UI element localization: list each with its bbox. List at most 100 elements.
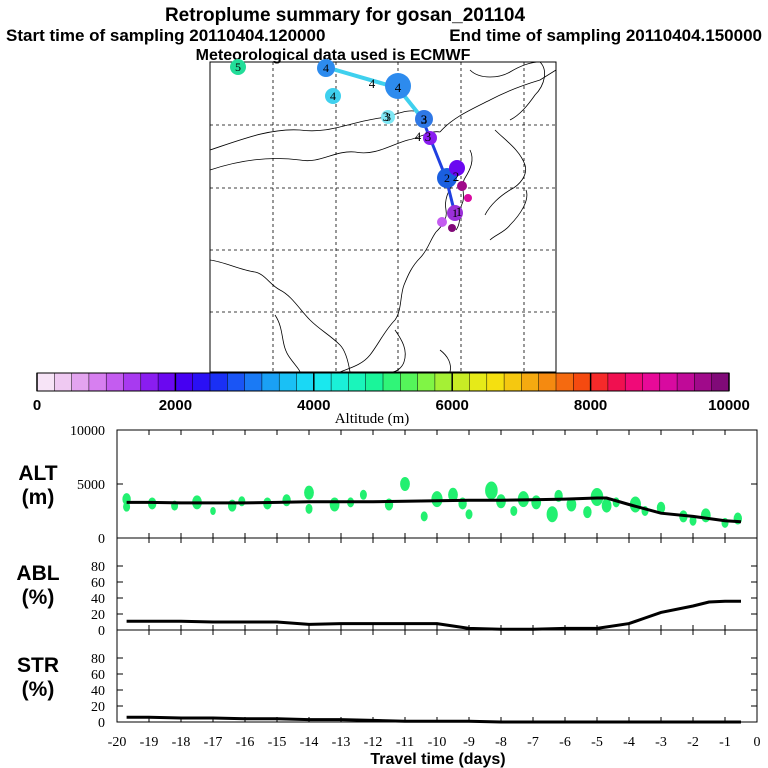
y-axis-unit: (%) bbox=[22, 678, 55, 701]
y-tick-label: 5000 bbox=[77, 478, 105, 493]
plume-marker bbox=[447, 205, 463, 221]
plume-path-label: 2 bbox=[453, 169, 460, 184]
y-tick-label: 20 bbox=[91, 608, 105, 623]
colorbar-axis-label: Altitude (m) bbox=[335, 411, 410, 427]
plume-marker bbox=[415, 110, 433, 128]
colorbar-cell bbox=[677, 373, 695, 391]
colorbar-tick-label: 6000 bbox=[436, 397, 469, 414]
plume-blob bbox=[423, 131, 437, 145]
y-tick-label: 0 bbox=[98, 716, 105, 731]
colorbar-cell bbox=[711, 373, 730, 391]
x-axis-label: Travel time (days) bbox=[370, 751, 505, 768]
colorbar-cell bbox=[175, 373, 193, 391]
plume-blob bbox=[457, 181, 467, 191]
plume-path-blue bbox=[420, 117, 456, 211]
colorbar-cell bbox=[659, 373, 678, 391]
colorbar-cell bbox=[192, 373, 211, 391]
plume-blob bbox=[385, 73, 411, 99]
y-tick-label: 60 bbox=[91, 576, 105, 591]
plume-marker bbox=[325, 88, 341, 104]
y-axis-unit: (m) bbox=[22, 486, 55, 509]
x-tick-label: -9 bbox=[463, 735, 475, 750]
data-point bbox=[282, 494, 291, 507]
x-tick-label: -8 bbox=[495, 735, 507, 750]
colorbar-cell bbox=[573, 373, 591, 391]
colorbar-cell bbox=[417, 373, 436, 391]
data-point bbox=[359, 489, 367, 500]
colorbar-cell bbox=[348, 373, 366, 391]
y-tick-label: 10000 bbox=[70, 424, 105, 439]
y-axis-label: ALT bbox=[18, 462, 57, 485]
plume-blob bbox=[449, 160, 465, 176]
data-point bbox=[238, 496, 246, 507]
y-tick-label: 60 bbox=[91, 668, 105, 683]
data-point bbox=[583, 506, 592, 519]
plume-path-label: 3 bbox=[425, 129, 432, 144]
data-point bbox=[546, 506, 558, 523]
plume-marker-label: 3 bbox=[385, 110, 391, 124]
x-tick-label: -7 bbox=[527, 735, 539, 750]
x-tick-label: -5 bbox=[591, 735, 603, 750]
colorbar-cell bbox=[123, 373, 142, 391]
panel-frame bbox=[116, 537, 758, 631]
colorbar-cell bbox=[504, 373, 522, 391]
plume-marker-label: 2 bbox=[444, 171, 450, 185]
data-point bbox=[329, 497, 340, 512]
colorbar-cell bbox=[210, 373, 228, 391]
y-tick-label: 80 bbox=[91, 560, 105, 575]
data-point bbox=[531, 495, 542, 510]
plume-marker bbox=[230, 59, 246, 75]
plume-path-label: 3 bbox=[421, 112, 428, 127]
plume-path-label: 4 bbox=[395, 80, 402, 95]
plume-marker-label: 4 bbox=[323, 61, 329, 75]
plume-marker bbox=[317, 59, 335, 77]
plume-path-label: 3 bbox=[383, 109, 390, 124]
x-tick-label: -4 bbox=[623, 735, 635, 750]
plume-path-label: 4 bbox=[369, 76, 376, 91]
colorbar-cell bbox=[227, 373, 245, 391]
y-tick-label: 40 bbox=[91, 684, 105, 699]
data-point bbox=[485, 481, 498, 500]
colorbar-tick-label: 4000 bbox=[297, 397, 330, 414]
x-tick-label: -6 bbox=[559, 735, 571, 750]
panel-frame bbox=[116, 629, 758, 723]
colorbar-cell bbox=[642, 373, 661, 391]
panel-frame bbox=[116, 429, 758, 539]
plume-marker-label: 1 bbox=[452, 206, 458, 220]
colorbar-cell bbox=[37, 373, 55, 391]
y-axis-label: ABL bbox=[16, 562, 59, 585]
x-tick-label: -15 bbox=[268, 735, 287, 750]
plume-path-label: 4 bbox=[415, 129, 422, 144]
colorbar-cell bbox=[261, 373, 280, 391]
data-point bbox=[400, 477, 410, 491]
x-tick-label: -13 bbox=[332, 735, 351, 750]
plume-marker-label: 3 bbox=[421, 112, 427, 126]
y-axis-label: STR bbox=[17, 654, 59, 677]
x-tick-label: -11 bbox=[396, 735, 414, 750]
data-point bbox=[123, 501, 131, 512]
colorbar-cell bbox=[469, 373, 488, 391]
colorbar-cell bbox=[296, 373, 315, 391]
data-point bbox=[305, 503, 313, 514]
data-point bbox=[689, 515, 697, 526]
x-tick-label: -14 bbox=[300, 735, 319, 750]
plume-marker bbox=[381, 110, 395, 124]
altitude-colorbar: 0 2000 4000 6000 8000 10000 Altitude (m) bbox=[33, 372, 750, 427]
x-tick-label: -1 bbox=[719, 735, 731, 750]
data-point bbox=[448, 487, 458, 502]
x-tick-label: -17 bbox=[204, 735, 223, 750]
x-tick-label: -12 bbox=[364, 735, 383, 750]
start-time-label: Start time of sampling 20110404.120000 bbox=[6, 26, 325, 45]
colorbar-cell bbox=[71, 373, 90, 391]
colorbar-cell bbox=[365, 373, 384, 391]
colorbar-cell bbox=[331, 373, 349, 391]
x-tick-label: -2 bbox=[687, 735, 699, 750]
map-frame bbox=[209, 61, 557, 373]
plume-path-label: 1 bbox=[456, 204, 463, 219]
time-series-panels: 0500010000ALT(m)020406080ABL(%)020406080… bbox=[16, 424, 760, 768]
colorbar-cell bbox=[244, 373, 263, 391]
colorbar-tick-label: 0 bbox=[33, 397, 41, 414]
